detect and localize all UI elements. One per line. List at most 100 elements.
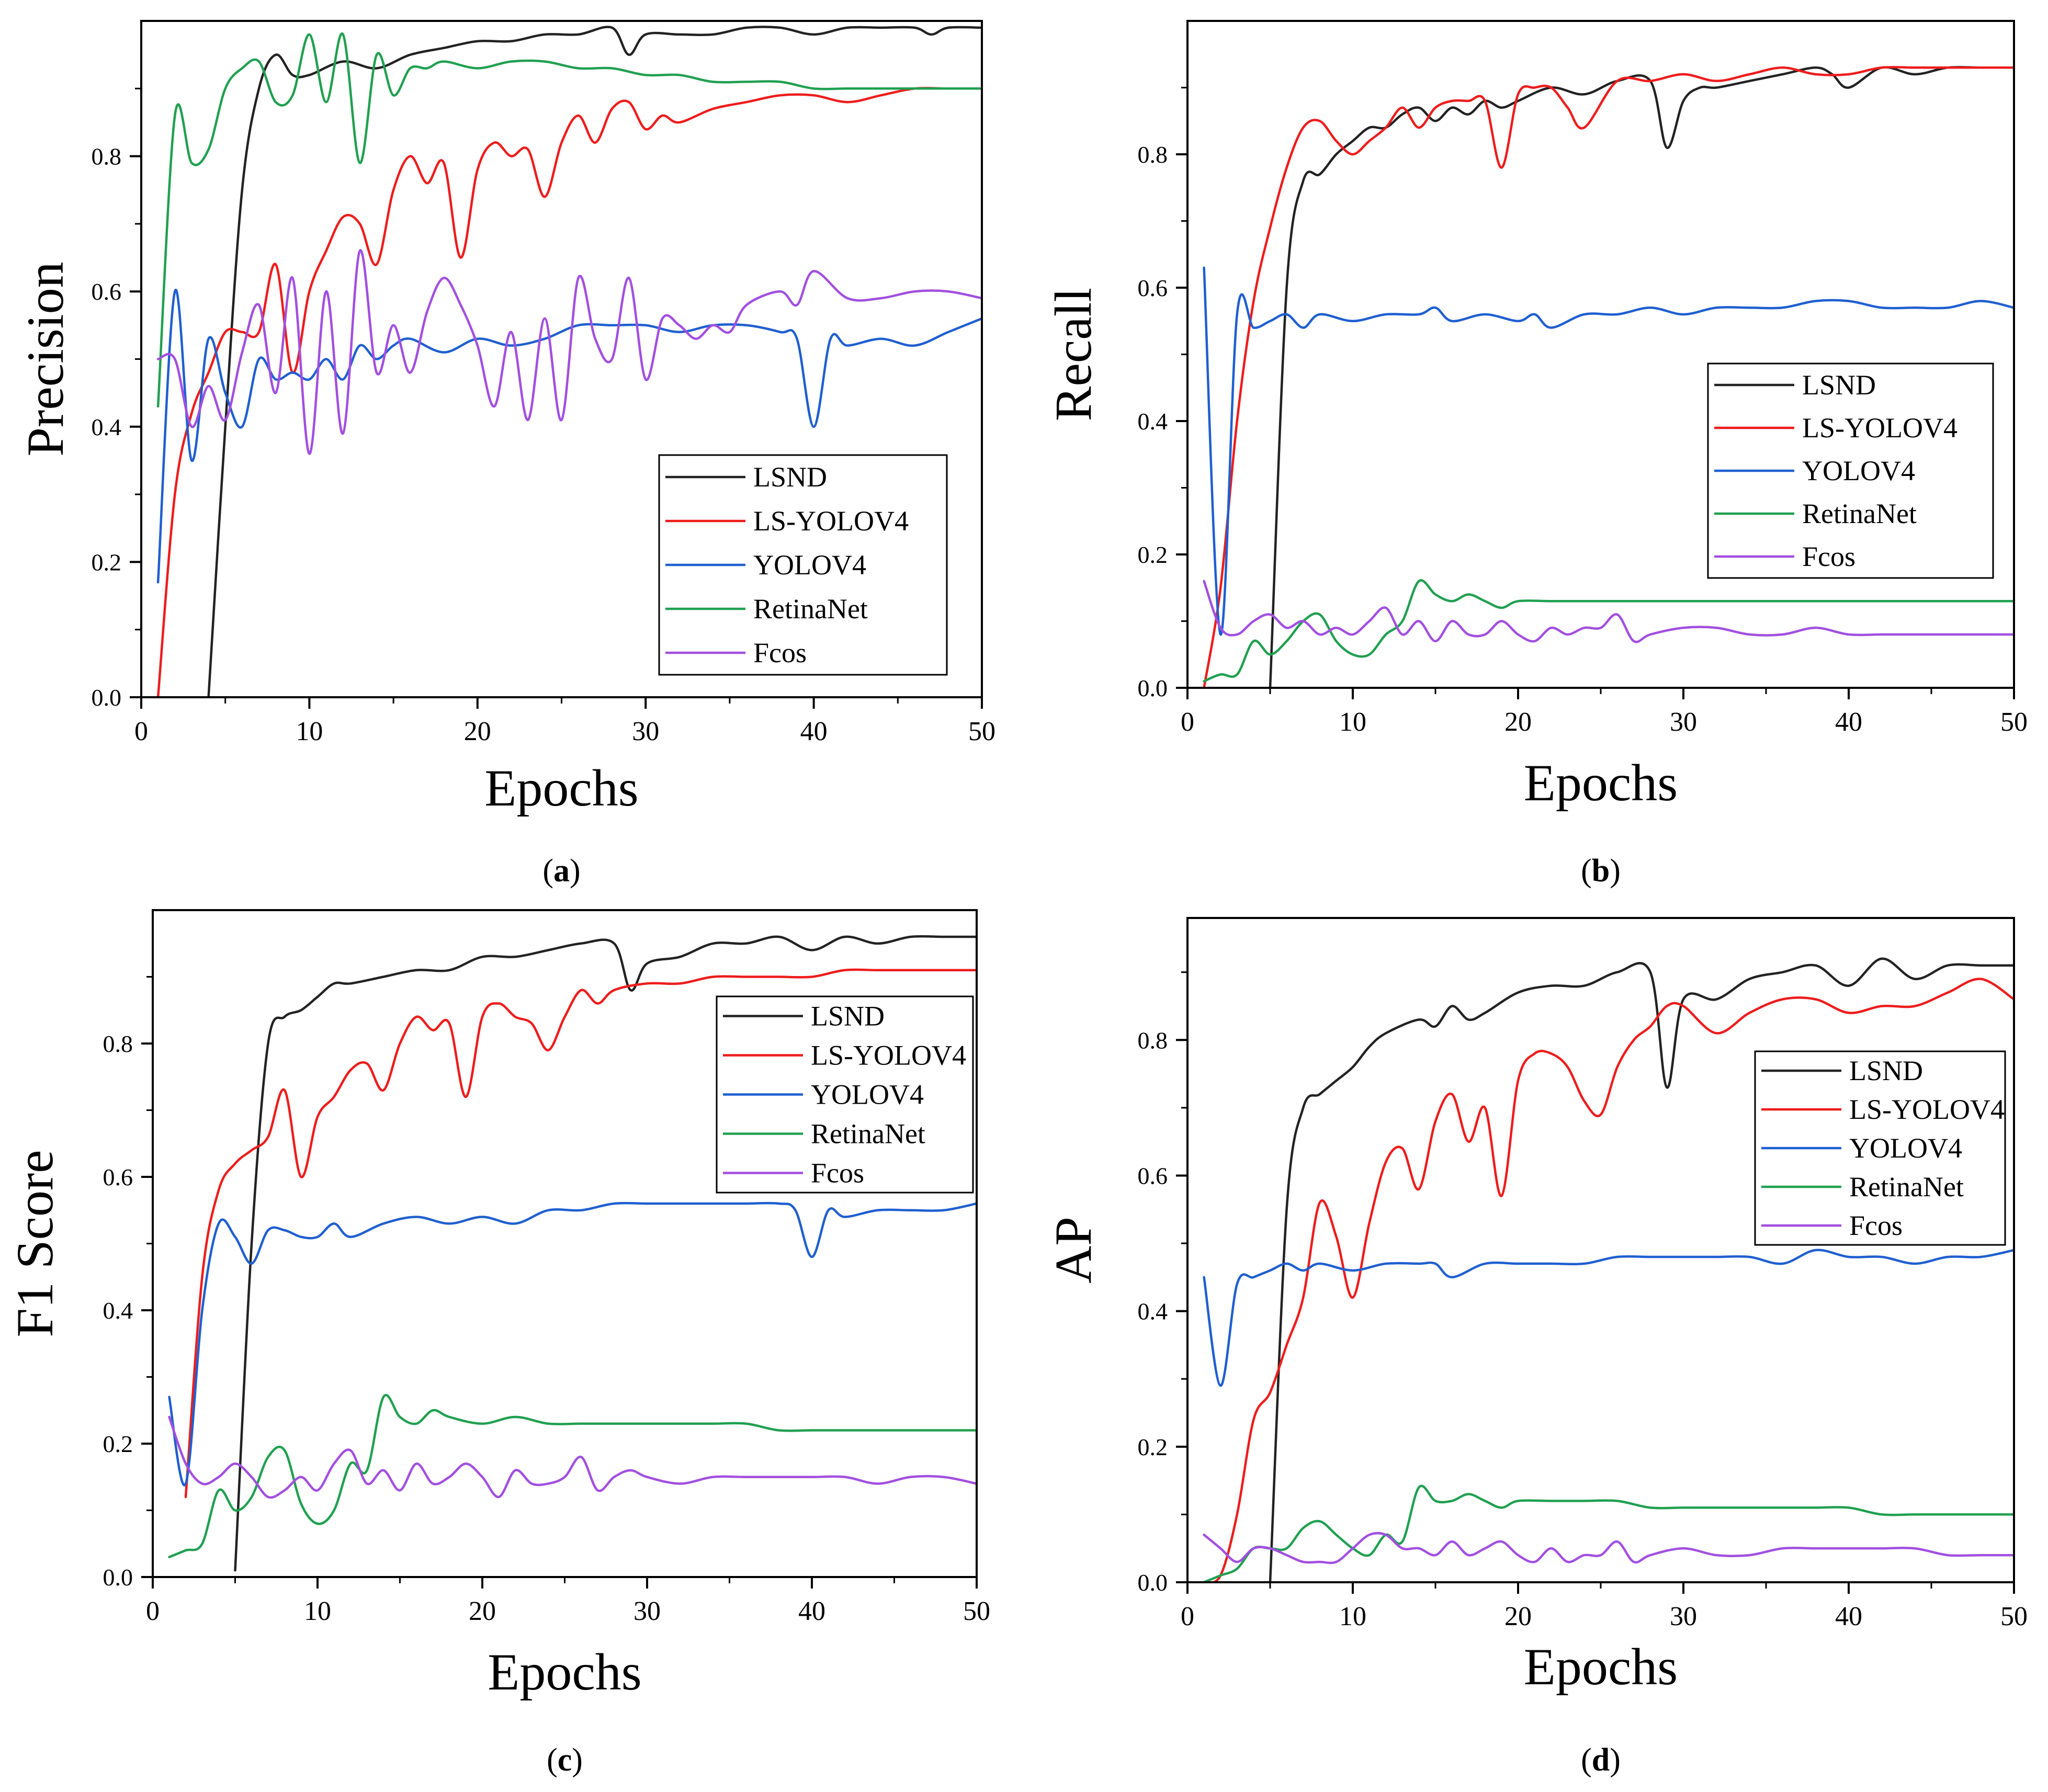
x-tick-label: 50 xyxy=(968,717,995,746)
y-tick-label: 0.2 xyxy=(1138,541,1168,568)
legend-label-yolov4: YOLOV4 xyxy=(811,1079,924,1110)
chart-panel-a: 0 10 20 30 40 50 0.0 0.2 0.4 0.6 0.8 Epochs Precisio… xyxy=(16,20,995,889)
x-tick-label: 10 xyxy=(296,717,323,746)
legend: LSND LS-YOLOV4 YOLOV4 RetinaNet Fcos xyxy=(658,454,948,676)
legend-label-ls-yolov4: LS-YOLOV4 xyxy=(1849,1094,2005,1125)
series-line-retinanet xyxy=(156,32,982,408)
x-tick-label: 0 xyxy=(134,717,148,746)
chart-panel-c: 0 10 20 30 40 50 0.0 0.2 0.4 0.6 0.8 Epochs F1 Score… xyxy=(6,909,990,1778)
series-line-yolov4 xyxy=(168,1201,977,1487)
y-tick-label: 0.0 xyxy=(1138,1569,1168,1596)
legend-label-lsnd: LSND xyxy=(811,1001,885,1032)
x-tick-label: 20 xyxy=(464,717,491,746)
y-axis-title: F1 Score xyxy=(6,1150,64,1337)
chart-panel-b: 0 10 20 30 40 50 0.0 0.2 0.4 0.6 0.8 Epochs Recall LS… xyxy=(1044,20,2028,889)
series-line-ls-yolov4 xyxy=(184,968,977,1499)
y-tick-label: 0.0 xyxy=(1138,675,1168,701)
x-tick-label: 30 xyxy=(633,1596,661,1626)
legend-label-fcos: Fcos xyxy=(1849,1210,1903,1241)
y-tick-label: 0.6 xyxy=(1138,275,1168,301)
y-tick-label: 0.6 xyxy=(92,278,122,305)
x-tick-label: 50 xyxy=(2000,707,2028,737)
legend-label-fcos: Fcos xyxy=(1802,541,1855,572)
legend: LSND LS-YOLOV4 YOLOV4 RetinaNet Fcos xyxy=(1754,1050,2006,1246)
x-tick-label: 40 xyxy=(798,1596,825,1626)
x-axis-title: Epochs xyxy=(1524,754,1678,812)
x-tick-label: 40 xyxy=(800,717,828,746)
x-tick-label: 0 xyxy=(146,1596,160,1626)
legend: LSND LS-YOLOV4 YOLOV4 RetinaNet Fcos xyxy=(1707,362,1994,579)
legend-label-yolov4: YOLOV4 xyxy=(753,549,866,581)
x-tick-label: 30 xyxy=(1670,707,1697,737)
legend-label-ls-yolov4: LS-YOLOV4 xyxy=(811,1040,966,1071)
x-tick-label: 50 xyxy=(963,1596,990,1626)
y-tick-label: 0.0 xyxy=(92,684,122,711)
x-tick-label: 0 xyxy=(1181,1602,1194,1631)
y-tick-label: 0.4 xyxy=(92,414,122,440)
x-axis-title: Epochs xyxy=(484,759,638,817)
series-line-lsnd xyxy=(234,935,977,1572)
series-line-retinanet xyxy=(1203,579,2014,683)
x-tick-label: 20 xyxy=(1504,1602,1532,1631)
y-tick-label: 0.8 xyxy=(1138,1027,1168,1053)
legend-label-lsnd: LSND xyxy=(1802,369,1876,401)
legend-label-ls-yolov4: LS-YOLOV4 xyxy=(1802,412,1958,444)
series-line-ls-yolov4 xyxy=(1203,978,2014,1582)
x-tick-label: 10 xyxy=(1339,707,1366,737)
x-tick-label: 0 xyxy=(1181,707,1194,737)
legend-label-ls-yolov4: LS-YOLOV4 xyxy=(753,505,909,537)
x-tick-label: 30 xyxy=(1670,1602,1697,1631)
y-axis-title: Recall xyxy=(1044,288,1102,421)
y-tick-label: 0.8 xyxy=(92,143,122,170)
y-tick-label: 0.0 xyxy=(103,1564,133,1591)
series-line-retinanet xyxy=(168,1394,977,1559)
y-tick-label: 0.4 xyxy=(1138,1298,1168,1325)
series-line-fcos xyxy=(1203,580,2014,643)
y-tick-label: 0.2 xyxy=(92,549,122,575)
series-line-ls-yolov4 xyxy=(1203,66,2014,688)
y-axis-title: Precision xyxy=(16,262,74,456)
series-line-yolov4 xyxy=(1203,266,2014,636)
chart-panel-d: 0 10 20 30 40 500.00.20.40.60.8EpochsAPLSNDLS… xyxy=(1044,917,2028,1778)
x-axis-title: Epochs xyxy=(1524,1638,1678,1696)
y-tick-label: 0.6 xyxy=(103,1164,133,1190)
x-tick-label: 20 xyxy=(1504,707,1532,737)
y-tick-label: 0.2 xyxy=(103,1431,133,1457)
series-line-lsnd xyxy=(1269,957,2014,1582)
y-tick-label: 0.4 xyxy=(1138,408,1168,435)
series-line-yolov4 xyxy=(1203,1249,2014,1387)
panel-caption: (d) xyxy=(1581,1742,1621,1778)
x-tick-label: 20 xyxy=(469,1596,496,1626)
legend-label-yolov4: YOLOV4 xyxy=(1849,1132,1962,1164)
legend-label-retinanet: RetinaNet xyxy=(1849,1171,1964,1203)
y-tick-label: 0.8 xyxy=(103,1030,133,1057)
legend-label-lsnd: LSND xyxy=(1849,1055,1923,1086)
x-tick-label: 50 xyxy=(2000,1602,2028,1631)
legend-label-fcos: Fcos xyxy=(753,637,807,668)
series-line-fcos xyxy=(156,249,982,455)
y-tick-label: 0.2 xyxy=(1138,1434,1168,1460)
legend-label-fcos: Fcos xyxy=(811,1158,864,1189)
x-tick-label: 40 xyxy=(1835,707,1862,737)
y-axis-title: AP xyxy=(1044,1217,1102,1284)
x-tick-label: 10 xyxy=(1339,1602,1366,1631)
series-line-fcos xyxy=(168,1415,977,1499)
legend-label-retinanet: RetinaNet xyxy=(1802,498,1917,529)
legend-label-lsnd: LSND xyxy=(753,461,827,493)
y-tick-label: 0.6 xyxy=(1138,1162,1168,1189)
x-axis-title: Epochs xyxy=(488,1643,641,1701)
x-tick-label: 30 xyxy=(632,717,659,746)
panel-caption: (c) xyxy=(547,1742,583,1778)
series-line-lsnd xyxy=(207,26,982,697)
panel-caption: (a) xyxy=(542,853,580,889)
legend-label-retinanet: RetinaNet xyxy=(753,593,868,625)
series-line-fcos xyxy=(1203,1532,2014,1564)
y-tick-label: 0.8 xyxy=(1138,141,1168,168)
legend: LSND LS-YOLOV4 YOLOV4 RetinaNet Fcos xyxy=(716,995,974,1194)
series-line-yolov4 xyxy=(156,288,982,584)
y-tick-label: 0.4 xyxy=(103,1297,133,1324)
panel-caption: (b) xyxy=(1581,853,1621,889)
legend-label-retinanet: RetinaNet xyxy=(811,1118,925,1150)
legend-label-yolov4: YOLOV4 xyxy=(1802,455,1915,486)
